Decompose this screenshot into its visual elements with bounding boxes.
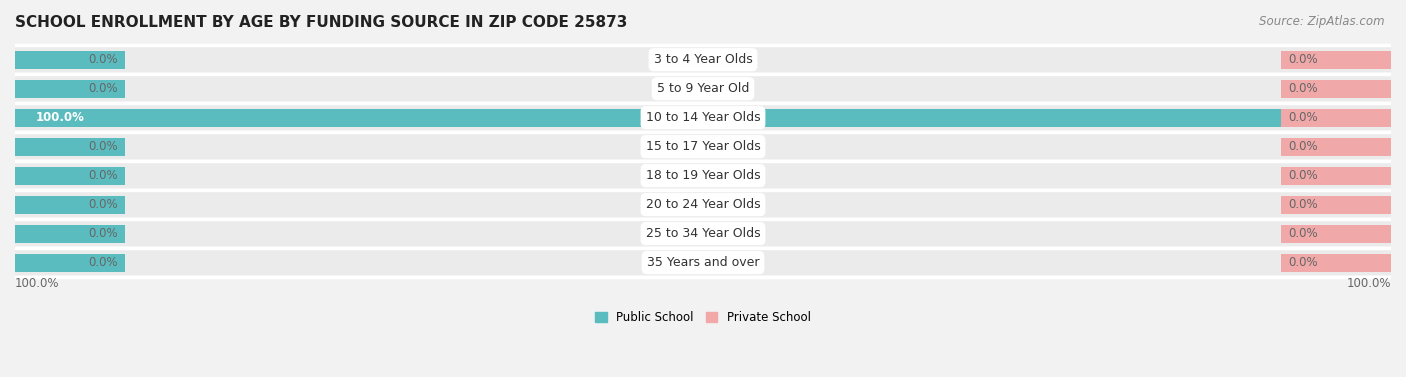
Bar [15,167,125,185]
Bar [1281,225,1391,242]
Bar [15,196,125,214]
Bar [1281,254,1391,271]
Bar [15,225,125,242]
Bar [15,109,1391,127]
Text: 18 to 19 Year Olds: 18 to 19 Year Olds [645,169,761,182]
Text: 0.0%: 0.0% [1288,140,1317,153]
Bar [15,250,1391,275]
Bar [15,221,1391,246]
Text: 35 Years and over: 35 Years and over [647,256,759,269]
Text: 10 to 14 Year Olds: 10 to 14 Year Olds [645,111,761,124]
Bar [1281,51,1391,69]
Text: 0.0%: 0.0% [1288,227,1317,240]
Text: 15 to 17 Year Olds: 15 to 17 Year Olds [645,140,761,153]
Text: 0.0%: 0.0% [1288,82,1317,95]
Text: 3 to 4 Year Olds: 3 to 4 Year Olds [654,53,752,66]
Bar [1281,80,1391,98]
Text: 5 to 9 Year Old: 5 to 9 Year Old [657,82,749,95]
Text: SCHOOL ENROLLMENT BY AGE BY FUNDING SOURCE IN ZIP CODE 25873: SCHOOL ENROLLMENT BY AGE BY FUNDING SOUR… [15,15,627,30]
Bar [1281,167,1391,185]
Text: 0.0%: 0.0% [89,140,118,153]
Bar [1281,109,1391,127]
Text: 0.0%: 0.0% [1288,53,1317,66]
Text: 0.0%: 0.0% [89,82,118,95]
Text: 25 to 34 Year Olds: 25 to 34 Year Olds [645,227,761,240]
Text: 100.0%: 100.0% [35,111,84,124]
Text: 20 to 24 Year Olds: 20 to 24 Year Olds [645,198,761,211]
Text: 0.0%: 0.0% [1288,198,1317,211]
Bar [15,51,125,69]
Text: 100.0%: 100.0% [1347,277,1391,290]
Bar [1281,138,1391,156]
Text: 0.0%: 0.0% [1288,169,1317,182]
Bar [1281,196,1391,214]
Bar [15,163,1391,188]
Bar [15,138,125,156]
Text: 0.0%: 0.0% [89,169,118,182]
Bar [15,47,1391,72]
Text: 100.0%: 100.0% [15,277,59,290]
Bar [15,192,1391,217]
Text: 0.0%: 0.0% [89,198,118,211]
Legend: Public School, Private School: Public School, Private School [591,306,815,328]
Bar [15,80,125,98]
Bar [15,105,1391,130]
Text: Source: ZipAtlas.com: Source: ZipAtlas.com [1260,15,1385,28]
Bar [15,134,1391,159]
Text: 0.0%: 0.0% [1288,256,1317,269]
Text: 0.0%: 0.0% [89,53,118,66]
Bar [15,254,125,271]
Text: 0.0%: 0.0% [89,256,118,269]
Text: 0.0%: 0.0% [1288,111,1317,124]
Text: 0.0%: 0.0% [89,227,118,240]
Bar [15,76,1391,101]
